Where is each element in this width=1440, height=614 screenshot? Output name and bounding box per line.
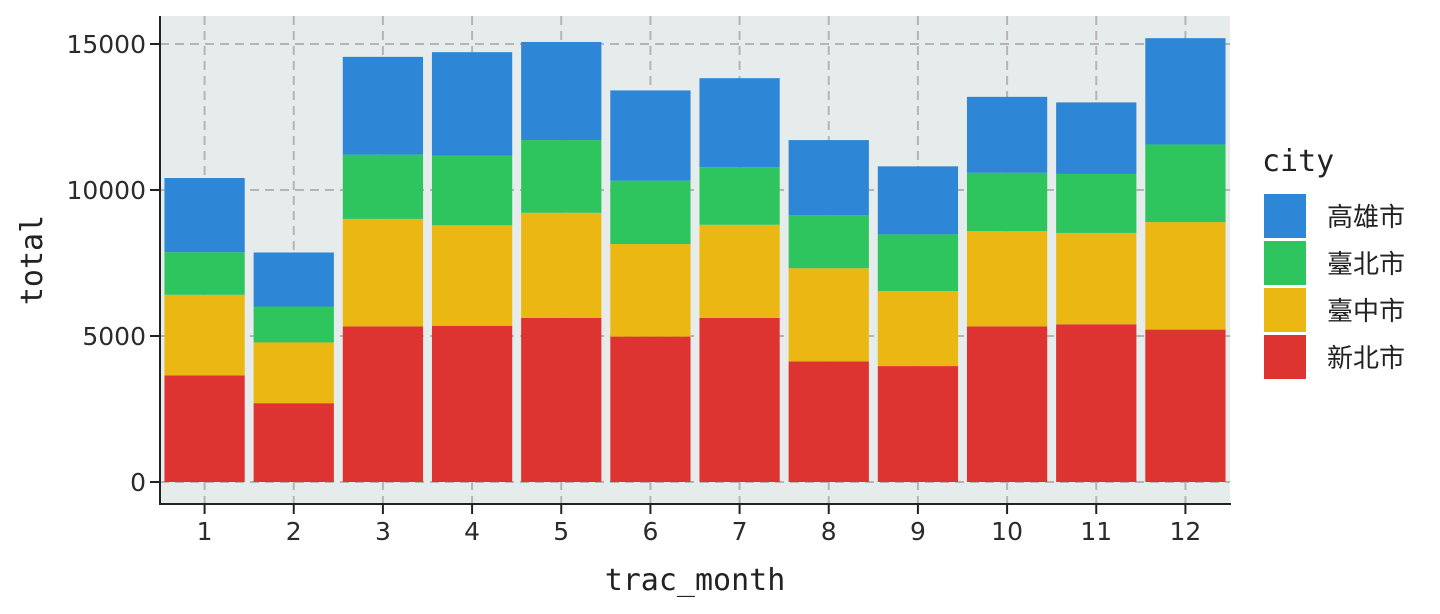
- bars: [164, 38, 1226, 482]
- bar-segment: [966, 96, 1048, 173]
- bar-segment: [610, 336, 691, 482]
- legend-title: city: [1262, 144, 1334, 179]
- bar-segment: [788, 361, 869, 482]
- x-tick-label: 11: [1080, 517, 1112, 546]
- bar-segment: [431, 325, 513, 482]
- bar-segment: [1056, 102, 1137, 174]
- bar-segment: [164, 294, 245, 376]
- x-tick-label: 4: [464, 517, 480, 546]
- plot-panel: [160, 16, 1230, 504]
- bar-segment: [342, 56, 424, 155]
- bar-segment: [610, 90, 691, 181]
- x-tick-label: 8: [821, 517, 837, 546]
- bar-segment: [253, 306, 334, 343]
- y-tick-label: 15000: [66, 30, 146, 59]
- bar-segment: [1056, 324, 1137, 482]
- x-ticks: 1 2 3 4 5 6 7 8 9 10 11 12: [197, 504, 1202, 546]
- bar-segment: [1145, 38, 1226, 145]
- bar-segment: [342, 218, 424, 327]
- x-axis-title: trac_month: [605, 563, 786, 598]
- legend-label: 臺中市: [1327, 297, 1405, 327]
- bar-segment: [431, 52, 513, 156]
- y-tick-label: 5000: [82, 322, 146, 351]
- legend-swatch: [1264, 194, 1306, 238]
- x-tick-label: 9: [910, 517, 926, 546]
- bar-segment: [610, 180, 691, 245]
- axes: [159, 16, 1231, 505]
- bar-segment: [788, 140, 869, 216]
- bar-segment: [1145, 329, 1226, 482]
- bar-segment: [164, 375, 245, 482]
- bar-segment: [1056, 173, 1137, 233]
- bar-segment: [253, 252, 334, 307]
- bar-segment: [877, 166, 959, 235]
- legend-label: 臺北市: [1327, 250, 1405, 280]
- legend-swatch: [1264, 335, 1306, 379]
- x-tick-label: 1: [197, 517, 213, 546]
- bar-segment: [699, 224, 780, 318]
- bar-segment: [164, 252, 245, 295]
- bar-segment: [699, 167, 780, 225]
- bar-segment: [1145, 222, 1226, 330]
- bar-segment: [431, 225, 513, 326]
- bar-segment: [521, 212, 602, 318]
- x-tick-label: 7: [732, 517, 748, 546]
- x-tick-label: 5: [553, 517, 569, 546]
- bar-segment: [1056, 232, 1137, 325]
- bar-segment: [253, 403, 334, 482]
- bar-segment: [699, 317, 780, 482]
- legend-label: 高雄市: [1327, 203, 1405, 233]
- bar-segment: [966, 326, 1048, 482]
- bar-segment: [877, 291, 959, 367]
- bar-segment: [521, 140, 602, 213]
- bar-segment: [610, 244, 691, 337]
- bar-segment: [788, 268, 869, 362]
- bar-segment: [877, 366, 959, 482]
- legend-swatch: [1264, 241, 1306, 285]
- bar-segment: [1145, 144, 1226, 223]
- x-tick-label: 10: [991, 517, 1023, 546]
- bar-segment: [164, 178, 245, 253]
- bar-segment: [253, 342, 334, 404]
- legend-label: 新北市: [1327, 344, 1405, 374]
- bar-segment: [342, 326, 424, 482]
- bar-segment: [521, 41, 602, 141]
- bar-segment: [699, 78, 780, 168]
- y-axis-title: total: [15, 215, 50, 305]
- x-tick-label: 2: [286, 517, 302, 546]
- x-tick-label: 3: [375, 517, 391, 546]
- bar-segment: [342, 154, 424, 219]
- bar-segment: [431, 155, 513, 226]
- y-tick-label: 10000: [66, 176, 146, 205]
- bar-segment: [877, 234, 959, 292]
- x-tick-label: 6: [642, 517, 658, 546]
- bar-segment: [521, 317, 602, 482]
- y-ticks: 0 5000 10000 15000: [66, 30, 160, 497]
- legend-swatch: [1264, 288, 1306, 332]
- y-tick-label: 0: [130, 468, 146, 497]
- x-tick-label: 12: [1170, 517, 1202, 546]
- bar-segment: [966, 172, 1048, 232]
- bar-segment: [788, 215, 869, 269]
- bar-segment: [966, 231, 1048, 327]
